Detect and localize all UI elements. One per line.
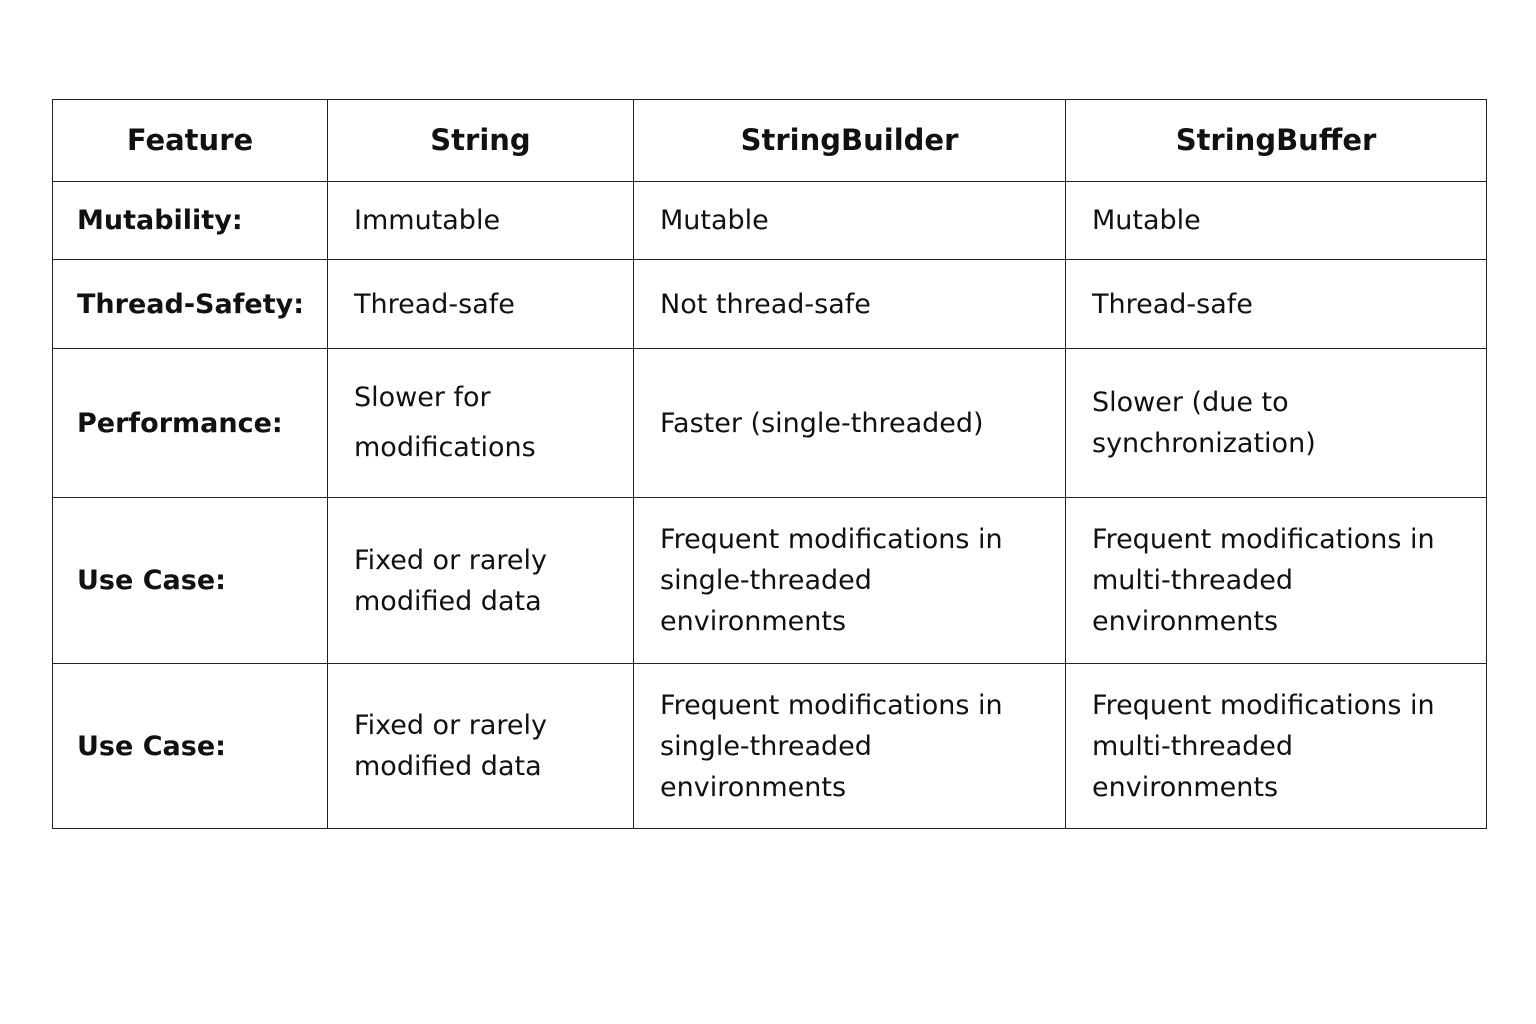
string-cell: Immutable [327, 181, 634, 260]
string-cell: Fixed or rarely modified data [327, 663, 634, 829]
string-cell: Thread-safe [327, 259, 634, 349]
stringbuilder-cell: Mutable [633, 181, 1066, 260]
header-stringbuilder: StringBuilder [633, 99, 1066, 182]
feature-cell: Mutability: [52, 181, 328, 260]
header-feature: Feature [52, 99, 328, 182]
stringbuilder-cell: Not thread-safe [633, 259, 1066, 349]
stringbuilder-cell: Faster (single-threaded) [633, 348, 1066, 498]
stringbuilder-cell: Frequent modifications in single-threade… [633, 497, 1066, 664]
stringbuilder-cell: Frequent modifications in single-threade… [633, 663, 1066, 829]
table-row: Thread-Safety: Thread-safe Not thread-sa… [52, 259, 1487, 349]
stringbuffer-cell: Slower (due to synchronization) [1065, 348, 1487, 498]
feature-cell: Use Case: [52, 663, 328, 829]
feature-cell: Performance: [52, 348, 328, 498]
feature-cell: Thread-Safety: [52, 259, 328, 349]
stringbuffer-cell: Frequent modifications in multi-threaded… [1065, 663, 1487, 829]
string-cell: Slower for modifications [327, 348, 634, 498]
feature-cell: Use Case: [52, 497, 328, 664]
header-stringbuffer: StringBuffer [1065, 99, 1487, 182]
table-row: Use Case: Fixed or rarely modified data … [52, 663, 1487, 829]
table-row: Use Case: Fixed or rarely modified data … [52, 497, 1487, 664]
comparison-table: Feature String StringBuilder StringBuffe… [52, 99, 1487, 829]
table-row: Performance: Slower for modifications Fa… [52, 348, 1487, 498]
stringbuffer-cell: Frequent modifications in multi-threaded… [1065, 497, 1487, 664]
stringbuffer-cell: Mutable [1065, 181, 1487, 260]
table-row: Mutability: Immutable Mutable Mutable [52, 181, 1487, 260]
header-string: String [327, 99, 634, 182]
header-row: Feature String StringBuilder StringBuffe… [52, 99, 1487, 182]
stringbuffer-cell: Thread-safe [1065, 259, 1487, 349]
string-cell: Fixed or rarely modified data [327, 497, 634, 664]
